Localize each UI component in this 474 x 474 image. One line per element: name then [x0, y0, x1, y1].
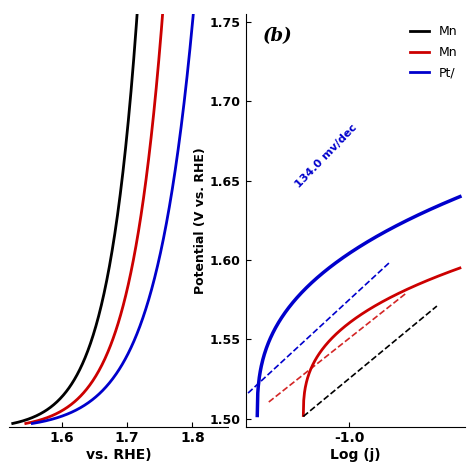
Legend: Mn, Mn, Pt/: Mn, Mn, Pt/ — [405, 20, 463, 84]
X-axis label: Log (j): Log (j) — [330, 448, 381, 462]
Y-axis label: Potential (V vs. RHE): Potential (V vs. RHE) — [194, 147, 207, 294]
Text: 134.0 mv/dec: 134.0 mv/dec — [294, 122, 359, 190]
X-axis label: vs. RHE): vs. RHE) — [86, 448, 152, 462]
Text: (b): (b) — [263, 27, 293, 45]
